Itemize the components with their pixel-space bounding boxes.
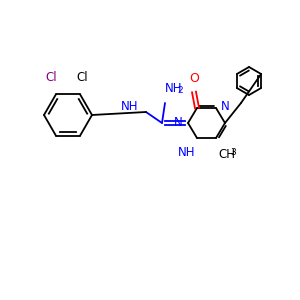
Text: 3: 3	[230, 148, 236, 157]
Text: O: O	[189, 72, 199, 85]
Text: NH: NH	[178, 146, 195, 159]
Text: N: N	[221, 100, 230, 113]
Text: CH: CH	[218, 148, 235, 161]
Text: Cl: Cl	[76, 71, 88, 84]
Text: N: N	[174, 116, 183, 128]
Text: Cl: Cl	[45, 71, 57, 84]
Text: NH: NH	[121, 100, 138, 112]
Text: NH: NH	[165, 82, 182, 95]
Text: 2: 2	[177, 86, 183, 95]
